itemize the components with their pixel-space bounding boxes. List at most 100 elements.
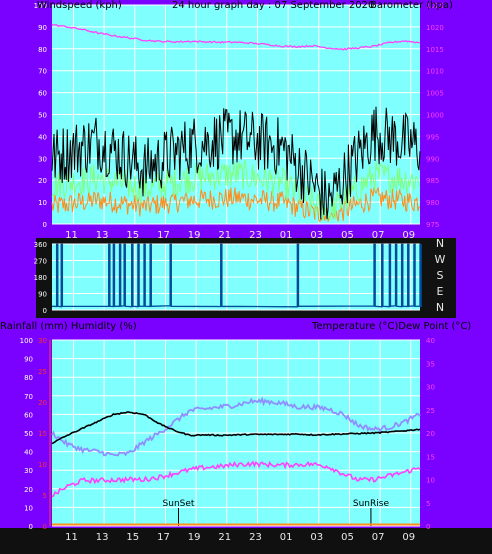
wind-x-tick-label: 03 — [310, 230, 323, 241]
wind-x-tick-label: 15 — [126, 230, 139, 241]
rainfall-y-tick-label: 25 — [38, 368, 47, 376]
wind-x-tick-label: 11 — [65, 230, 78, 241]
barometer-y-tick-label: 1010 — [426, 68, 444, 76]
wind-direction-series — [51, 243, 422, 308]
temperature-y-tick-label: 15 — [426, 453, 435, 461]
wind-y-tick-label: 30 — [38, 155, 47, 163]
barometer-y-tick-label: 990 — [426, 155, 439, 163]
graph-title: 24 hour graph day : 07 September 2020 — [172, 0, 375, 11]
wind-x-tick-label: 09 — [402, 230, 415, 241]
temperature-x-tick-label: 07 — [372, 532, 385, 543]
barometer-y-tick-label: 1000 — [426, 112, 444, 120]
barometer-y-tick-label: 980 — [426, 199, 439, 207]
humidity-series — [51, 396, 421, 457]
sun-event-label: SunSet — [163, 499, 195, 509]
rainfall-y-tick-label: 0 — [43, 523, 47, 531]
temperature-x-tick-label: 19 — [188, 532, 201, 543]
barometer-y-tick-label: 995 — [426, 133, 439, 141]
humidity-y-tick-label: 40 — [24, 449, 33, 457]
barometer-y-tick-label: 1025 — [426, 2, 444, 10]
direction-compass-label: W — [435, 253, 446, 266]
temperature-y-tick-label: 20 — [426, 430, 435, 438]
temperature-x-tick-label: 11 — [65, 532, 78, 543]
wind-y-tick-label: 50 — [38, 112, 47, 120]
temperature-x-tick-label: 15 — [126, 532, 139, 543]
temperature-x-tick-label: 05 — [341, 532, 354, 543]
wind-y-tick-label: 0 — [43, 221, 47, 229]
barometer-y-tick-label: 1005 — [426, 90, 444, 98]
wind-y-tick-label: 20 — [38, 177, 47, 185]
temperature-y-tick-label: 30 — [426, 384, 435, 392]
temperature-x-tick-label: 17 — [157, 532, 170, 543]
wind-y-tick-label: 10 — [38, 199, 47, 207]
wind-low-series — [51, 187, 421, 223]
humidity-y-tick-label: 20 — [24, 486, 33, 494]
wind-y-tick-label: 40 — [38, 133, 47, 141]
humidity-y-tick-label: 30 — [24, 467, 33, 475]
bottom-bar — [0, 528, 492, 554]
rainfall-humidity-axis-title: Rainfall (mm) Humidity (%) — [0, 321, 137, 332]
wind-x-tick-label: 19 — [188, 230, 201, 241]
rainfall-y-tick-label: 5 — [43, 492, 47, 500]
wind-x-tick-label: 07 — [372, 230, 385, 241]
wind-y-tick-label: 60 — [38, 90, 47, 98]
windspeed-axis-title: Windspeed (kph) — [37, 0, 122, 11]
wind-x-tick-label: 01 — [280, 230, 293, 241]
direction-y-tick-label: 90 — [38, 291, 47, 299]
humidity-y-tick-label: 100 — [20, 337, 33, 345]
direction-compass-label: S — [437, 269, 444, 282]
wind-x-tick-label: 23 — [249, 230, 262, 241]
direction-y-tick-label: 0 — [43, 307, 47, 315]
temperature-x-tick-label: 21 — [218, 532, 231, 543]
wind-x-tick-label: 05 — [341, 230, 354, 241]
humidity-y-tick-label: 80 — [24, 374, 33, 382]
barometer-series — [51, 23, 420, 51]
temperature-x-tick-label: 13 — [96, 532, 109, 543]
wind-avg-series — [51, 159, 421, 221]
temperature-x-tick-label: 23 — [249, 532, 262, 543]
direction-compass-label: N — [436, 301, 444, 314]
temperature-dewpoint-axis-title: Temperature (°C)Dew Point (°C) — [312, 321, 472, 332]
barometer-y-tick-label: 975 — [426, 221, 439, 229]
rainfall-y-tick-label: 10 — [38, 461, 47, 469]
barometer-y-tick-label: 1015 — [426, 46, 444, 54]
rainfall-y-tick-label: 30 — [38, 337, 47, 345]
temperature-y-tick-label: 25 — [426, 407, 435, 415]
wind-y-tick-label: 100 — [34, 2, 47, 10]
sun-event-label: SunRise — [353, 499, 390, 509]
wind-gust-series — [51, 106, 421, 220]
barometer-y-tick-label: 1020 — [426, 24, 444, 32]
direction-compass-label: E — [437, 285, 444, 298]
temperature-y-tick-label: 5 — [426, 500, 430, 508]
temperature-x-tick-label: 01 — [280, 532, 293, 543]
temperature-x-tick-label: 03 — [310, 532, 323, 543]
humidity-y-tick-label: 90 — [24, 356, 33, 364]
temperature-x-tick-label: 09 — [402, 532, 415, 543]
wind-x-tick-label: 17 — [157, 230, 170, 241]
humidity-y-tick-label: 60 — [24, 411, 33, 419]
temperature-y-tick-label: 40 — [426, 337, 435, 345]
wind-y-tick-label: 70 — [38, 68, 47, 76]
humidity-y-tick-label: 0 — [29, 523, 33, 531]
humidity-y-tick-label: 10 — [24, 504, 33, 512]
wind-y-tick-label: 90 — [38, 24, 47, 32]
temperature-series — [51, 411, 421, 445]
rainfall-y-tick-label: 15 — [38, 430, 47, 438]
humidity-y-tick-label: 50 — [24, 430, 33, 438]
wind-y-tick-label: 80 — [38, 46, 47, 54]
direction-y-tick-label: 360 — [34, 241, 47, 249]
dew-point-series — [51, 460, 421, 498]
barometer-y-tick-label: 985 — [426, 177, 439, 185]
barometer-axis-title: Barometer (hpa) — [370, 0, 453, 11]
temperature-y-tick-label: 35 — [426, 360, 435, 368]
wind-x-tick-label: 13 — [96, 230, 109, 241]
direction-compass-label: N — [436, 237, 444, 250]
wind-x-tick-label: 21 — [218, 230, 231, 241]
direction-y-tick-label: 180 — [34, 274, 47, 282]
temperature-y-tick-label: 0 — [426, 523, 430, 531]
rainfall-y-tick-label: 20 — [38, 399, 47, 407]
temperature-y-tick-label: 10 — [426, 477, 435, 485]
direction-y-tick-label: 270 — [34, 258, 47, 266]
